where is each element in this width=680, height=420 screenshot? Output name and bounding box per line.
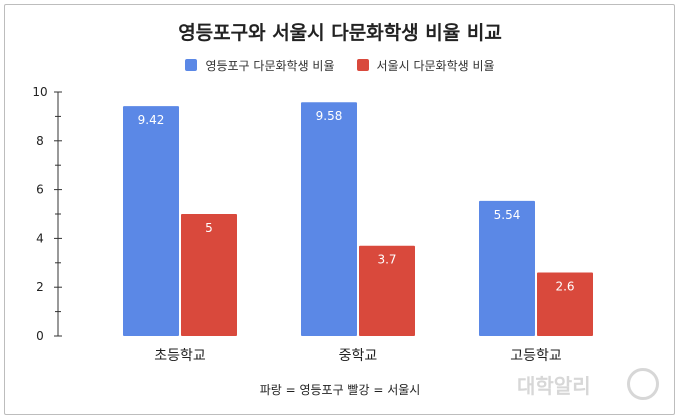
x-category-label: 초등학교 [154, 348, 206, 364]
bar-2-3 [537, 272, 593, 336]
watermark-text: 대학알리 [517, 374, 591, 398]
bar-data-label: 2.6 [555, 280, 574, 294]
legend-swatch-series-2 [356, 59, 369, 71]
watermark-logo: 대학알리 [515, 362, 665, 402]
chart-legend: 영등포구 다문화학생 비율 서울시 다문화학생 비율 [0, 56, 680, 74]
bar-data-label: 3.7 [377, 253, 396, 267]
bar-data-label: 9.42 [138, 113, 165, 127]
x-category-label: 중학교 [339, 348, 378, 364]
legend-label-series-1: 영등포구 다문화학생 비율 [205, 58, 335, 73]
y-tick-label: 10 [32, 85, 47, 99]
bar-data-label: 9.58 [316, 109, 343, 123]
bar-2-2 [359, 245, 415, 336]
legend-item-series-2: 서울시 다문화학생 비율 [356, 57, 495, 74]
legend-label-series-2: 서울시 다문화학생 비율 [376, 58, 495, 73]
legend-item-series-1: 영등포구 다문화학생 비율 [185, 57, 335, 74]
y-tick-label: 8 [36, 134, 44, 148]
y-tick-label: 6 [36, 183, 44, 197]
watermark-mark-icon [627, 368, 659, 400]
color-caption: 파랑 = 영등포구 빨강 = 서울시 [259, 383, 421, 397]
bar-2-1 [181, 214, 237, 336]
y-tick-label: 0 [36, 329, 44, 343]
bar-data-label: 5 [205, 221, 213, 235]
chart-title: 영등포구와 서울시 다문화학생 비율 비교 [178, 22, 502, 44]
legend-swatch-series-1 [185, 59, 198, 71]
y-tick-label: 2 [36, 280, 44, 294]
y-tick-label: 4 [36, 231, 44, 245]
bar-1-1 [123, 106, 179, 336]
bar-data-label: 5.54 [494, 208, 521, 222]
x-category-label: 고등학교 [510, 348, 562, 364]
bar-1-3 [479, 200, 535, 336]
bar-1-2 [301, 102, 357, 336]
